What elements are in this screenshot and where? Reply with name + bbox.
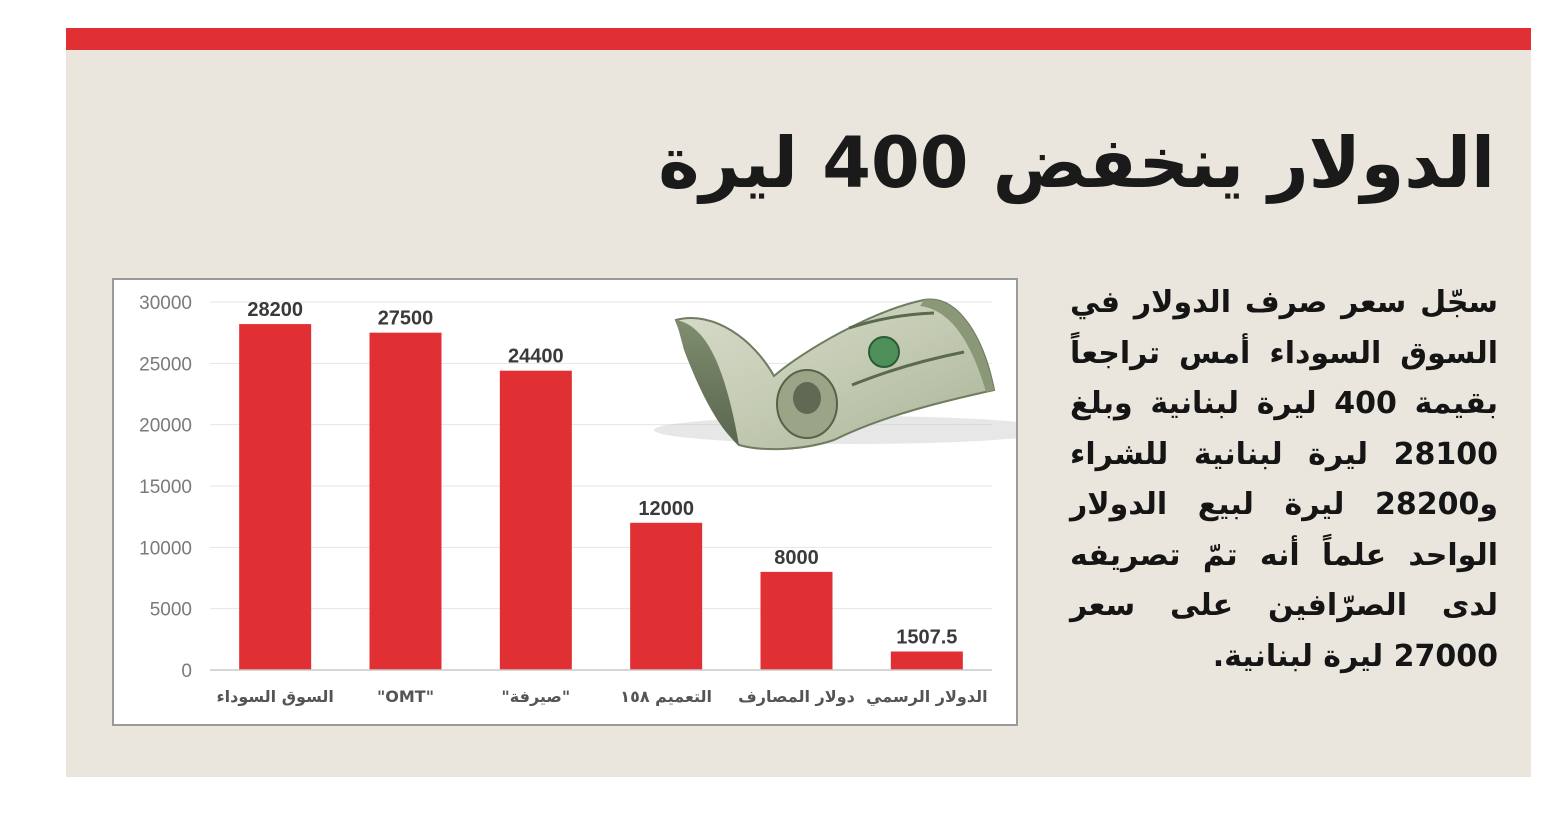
bar-value-label: 28200 xyxy=(247,299,303,321)
x-category-label: التعميم ١٥٨ xyxy=(620,687,712,706)
y-axis-ticks: 0 5000 10000 15000 20000 25000 30000 xyxy=(139,293,192,682)
chart-gridlines xyxy=(210,301,992,610)
bar xyxy=(499,370,572,670)
x-category-label: "صيرفة" xyxy=(501,687,570,706)
article-body: سجّل سعر صرف الدولار في السوق السوداء أم… xyxy=(1070,285,1499,674)
bar xyxy=(630,522,703,670)
x-category-label: دولار المصارف xyxy=(738,687,855,706)
bar-value-label: 8000 xyxy=(774,547,819,569)
bar xyxy=(239,324,312,670)
y-tick-label: 25000 xyxy=(139,354,192,375)
y-tick-label: 20000 xyxy=(139,416,192,437)
bar xyxy=(369,332,442,670)
x-category-label: الدولار الرسمي xyxy=(866,687,987,707)
bar-chart: 0 5000 10000 15000 20000 25000 30000 28200 2750… xyxy=(139,293,1016,707)
y-tick-label: 5000 xyxy=(150,600,192,621)
y-tick-label: 10000 xyxy=(139,538,192,559)
top-accent-bar xyxy=(66,28,1531,50)
headline: الدولار ينخفض 400 ليرة xyxy=(658,122,1495,204)
bar xyxy=(760,571,833,670)
bar-value-label: 24400 xyxy=(508,346,564,368)
y-tick-label: 0 xyxy=(181,661,192,682)
y-tick-label: 30000 xyxy=(139,293,192,314)
bar-value-labels: 28200 27500 24400 12000 8000 1507.5 xyxy=(247,299,957,648)
bar-value-label: 12000 xyxy=(638,498,694,520)
bar-value-label: 27500 xyxy=(378,308,434,330)
dollar-bill-icon xyxy=(654,298,1016,451)
chart-container: 0 5000 10000 15000 20000 25000 30000 28200 2750… xyxy=(112,278,1018,726)
x-category-label: السوق السوداء xyxy=(216,687,333,706)
bar-value-label: 1507.5 xyxy=(896,627,957,649)
x-category-label: "OMT" xyxy=(377,687,434,706)
bar xyxy=(890,651,963,670)
x-axis-category-labels: السوق السوداء "OMT" "صيرفة" التعميم ١٥٨ دولا… xyxy=(216,687,987,707)
chart-bars xyxy=(239,324,963,670)
y-tick-label: 15000 xyxy=(139,477,192,498)
